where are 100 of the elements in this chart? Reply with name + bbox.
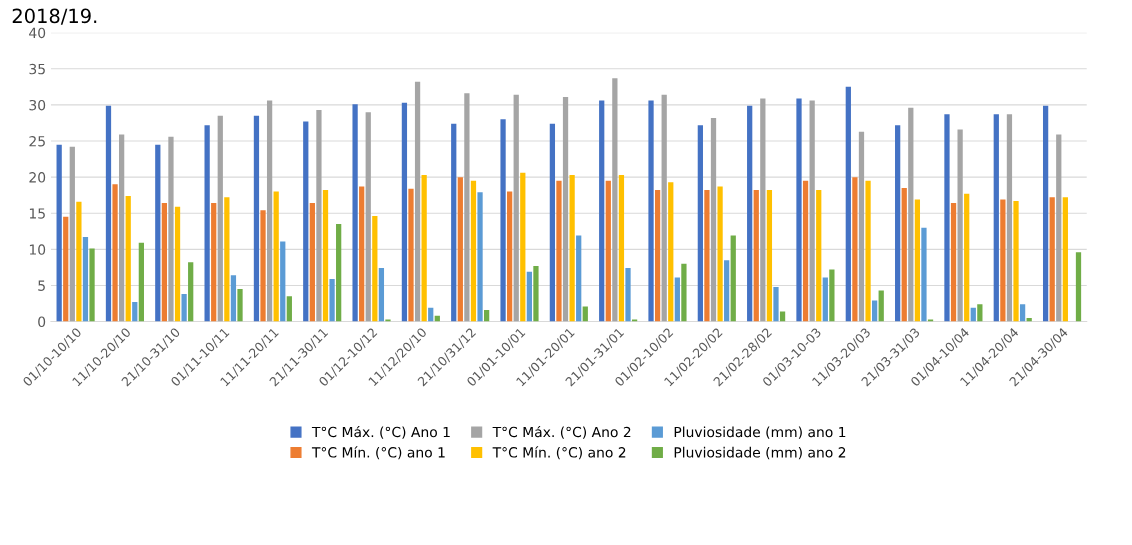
bar xyxy=(977,304,983,322)
bar xyxy=(1019,304,1026,322)
bar xyxy=(914,199,921,322)
bar xyxy=(513,94,519,322)
bar xyxy=(950,203,957,322)
bar xyxy=(576,235,582,322)
bar xyxy=(378,268,385,322)
legend-label: T°C Máx. (°C) Ano 1 xyxy=(311,425,450,439)
bar xyxy=(681,263,687,322)
bar xyxy=(119,134,125,322)
bar xyxy=(648,100,654,322)
bar xyxy=(970,307,976,322)
bar xyxy=(829,269,835,322)
bar xyxy=(717,186,723,322)
bar xyxy=(500,119,506,322)
bar xyxy=(76,201,82,322)
bar xyxy=(779,311,786,322)
bar xyxy=(631,319,638,322)
bar xyxy=(901,187,907,322)
bar xyxy=(322,190,329,322)
bar xyxy=(89,248,95,322)
bar xyxy=(211,203,217,322)
bar xyxy=(69,146,75,322)
bar xyxy=(477,192,483,322)
bar xyxy=(161,203,168,322)
y-tick-label: 30 xyxy=(29,99,46,111)
bar xyxy=(401,102,408,322)
bar xyxy=(507,191,513,322)
bar xyxy=(457,177,463,322)
bar xyxy=(668,182,674,322)
bar xyxy=(316,109,322,322)
bar xyxy=(56,144,62,322)
bar xyxy=(464,93,470,322)
bar xyxy=(168,136,174,322)
bar xyxy=(105,105,112,322)
bar xyxy=(1006,114,1013,322)
legend-label: T°C Máx. (°C) Ano 2 xyxy=(492,425,631,439)
bar xyxy=(908,107,914,322)
bar xyxy=(63,216,69,322)
bar xyxy=(822,277,828,322)
bar xyxy=(138,242,144,322)
bar xyxy=(760,98,766,322)
y-tick-label: 25 xyxy=(29,135,45,147)
bar xyxy=(204,125,210,322)
bar xyxy=(526,271,532,322)
bar xyxy=(230,275,237,322)
bar xyxy=(273,191,279,322)
bar xyxy=(773,286,779,322)
bar xyxy=(802,180,809,322)
bar xyxy=(582,306,588,322)
bar xyxy=(217,115,223,322)
bar xyxy=(927,319,934,322)
legend-label: Pluviosidade (mm) ano 1 xyxy=(674,426,846,439)
bar xyxy=(336,224,342,322)
bar xyxy=(724,260,730,322)
y-tick-label: 0 xyxy=(38,316,46,328)
bar xyxy=(520,172,526,322)
bar xyxy=(569,174,575,322)
y-tick-label: 5 xyxy=(38,280,45,291)
bar xyxy=(556,180,562,322)
bar xyxy=(625,268,631,322)
bar xyxy=(1075,252,1082,322)
bar xyxy=(329,278,335,322)
bar xyxy=(421,174,427,322)
legend-label: T°C Mín. (°C) ano 1 xyxy=(311,446,445,460)
bar xyxy=(993,114,999,322)
bar xyxy=(895,125,901,322)
bar xyxy=(549,123,556,322)
bar xyxy=(710,117,717,322)
bar xyxy=(1013,200,1019,322)
bar xyxy=(82,237,89,322)
bar xyxy=(451,123,457,322)
bar xyxy=(408,188,414,322)
bar xyxy=(1042,105,1049,322)
bar xyxy=(385,319,391,322)
bar xyxy=(872,300,878,322)
y-tick-label: 15 xyxy=(29,208,45,219)
legend-label: T°C Mín. (°C) ano 2 xyxy=(492,446,626,460)
y-tick-label: 40 xyxy=(29,27,46,39)
bar xyxy=(125,195,131,322)
bar xyxy=(286,296,292,322)
bar xyxy=(533,265,539,322)
bar xyxy=(865,180,871,322)
bar xyxy=(747,105,753,322)
bar xyxy=(766,190,773,322)
bar xyxy=(661,94,667,322)
bar xyxy=(253,115,260,322)
bar xyxy=(1056,134,1062,322)
bar xyxy=(957,129,963,322)
bar xyxy=(155,144,161,322)
bar xyxy=(174,206,181,322)
bar xyxy=(112,184,118,322)
legend-label: Pluviosidade (mm) ano 2 xyxy=(674,446,846,460)
bar xyxy=(612,78,618,322)
bar xyxy=(352,104,358,322)
text: 2018/19. xyxy=(12,8,97,25)
bar xyxy=(654,190,661,322)
bar xyxy=(303,121,309,322)
y-tick-label: 35 xyxy=(29,63,45,75)
y-tick-label: 20 xyxy=(29,172,46,183)
